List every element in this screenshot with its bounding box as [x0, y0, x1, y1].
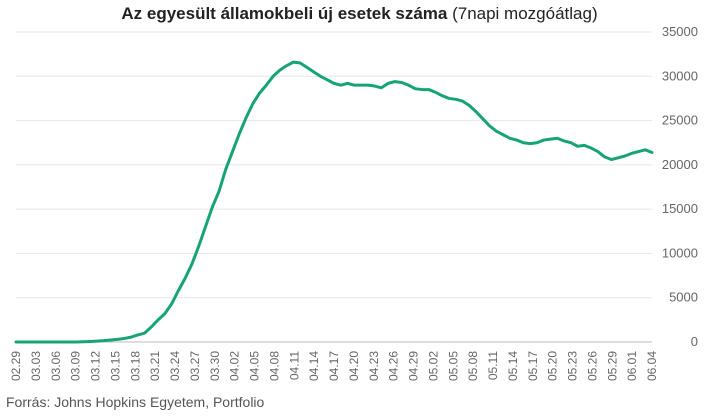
x-tick-label: 05.20: [546, 351, 560, 381]
y-tick-label: 25000: [662, 113, 698, 128]
x-tick-label: 05.14: [506, 351, 520, 381]
x-tick-label: 02.29: [9, 351, 23, 381]
y-tick-label: 0: [691, 334, 698, 349]
x-tick-label: 04.23: [367, 351, 381, 381]
x-tick-label: 06.04: [645, 351, 659, 381]
x-tick-label: 05.17: [526, 351, 540, 381]
x-tick-label: 04.26: [387, 351, 401, 381]
x-tick-label: 03.06: [49, 351, 63, 381]
x-tick-label: 05.05: [446, 351, 460, 381]
y-tick-label: 5000: [669, 290, 698, 305]
x-tick-label: 03.12: [89, 351, 103, 381]
x-tick-label: 03.27: [188, 351, 202, 381]
chart-title-main: Az egyesült államokbeli új esetek száma: [121, 4, 448, 23]
y-tick-label: 10000: [662, 245, 698, 260]
x-tick-label: 03.24: [168, 351, 182, 381]
x-tick-label: 03.18: [128, 351, 142, 381]
x-tick-label: 04.05: [248, 351, 262, 381]
x-tick-label: 03.03: [29, 351, 43, 381]
x-tick-label: 04.14: [307, 351, 321, 381]
x-tick-label: 04.29: [407, 351, 421, 381]
y-tick-label: 15000: [662, 201, 698, 216]
x-tick-label: 05.29: [605, 351, 619, 381]
x-tick-label: 04.02: [228, 351, 242, 381]
series-line: [14, 60, 654, 344]
y-tick-label: 35000: [662, 24, 698, 39]
x-tick-label: 03.30: [208, 351, 222, 381]
x-tick-label: 03.09: [69, 351, 83, 381]
source-note: Forrás: Johns Hopkins Egyetem, Portfolio: [6, 394, 265, 410]
x-tick-label: 04.11: [287, 351, 301, 380]
chart-title-sub: (7napi mozgóátlag): [447, 4, 598, 23]
x-tick-label: 04.20: [347, 351, 361, 381]
x-tick-label: 03.15: [108, 351, 122, 381]
chart-title: Az egyesült államokbeli új esetek száma …: [0, 4, 719, 24]
x-tick-label: 05.02: [426, 351, 440, 381]
x-tick-label: 05.26: [585, 351, 599, 381]
x-tick-label: 03.21: [148, 351, 162, 381]
x-tick-label: 05.23: [566, 351, 580, 381]
y-tick-label: 20000: [662, 157, 698, 172]
y-tick-label: 30000: [662, 68, 698, 83]
x-tick-label: 04.08: [267, 351, 281, 381]
x-tick-label: 05.08: [466, 351, 480, 381]
x-tick-label: 06.01: [625, 351, 639, 381]
x-tick-label: 04.17: [327, 351, 341, 381]
x-tick-label: 05.11: [486, 351, 500, 380]
